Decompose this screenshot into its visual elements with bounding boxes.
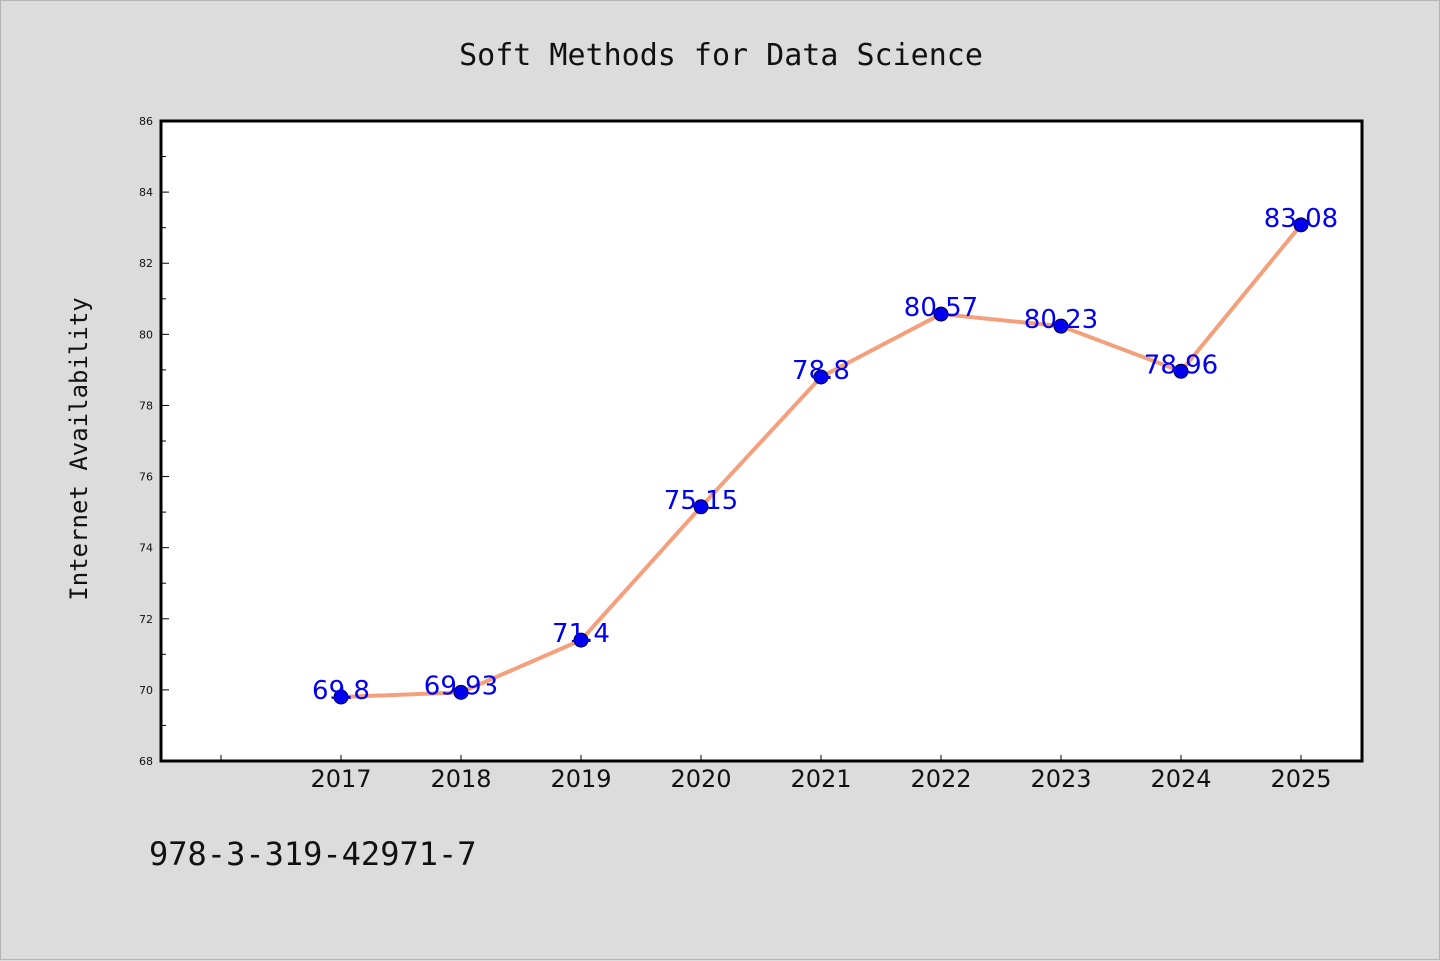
data-label: 75.15 <box>664 486 738 516</box>
data-point <box>1173 363 1189 379</box>
x-tick-label: 2017 <box>310 765 371 793</box>
y-tick-label: 84 <box>139 186 153 199</box>
data-label: 78.96 <box>1144 350 1218 380</box>
data-point <box>333 689 349 705</box>
data-point <box>573 632 589 648</box>
y-tick-label: 82 <box>139 257 153 270</box>
x-axis: 2017 2018 2019 2020 2021 2022 2023 2024 2025 <box>220 755 1332 793</box>
data-points <box>333 217 1309 705</box>
data-point <box>453 684 469 700</box>
data-label: 78.8 <box>792 356 850 386</box>
y-tick-label: 72 <box>139 613 153 626</box>
data-label: 80.57 <box>904 293 978 323</box>
isbn-footer: 978-3-319-42971-7 <box>149 835 477 873</box>
chart-title: Soft Methods for Data Science <box>459 38 983 73</box>
x-tick-label: 2020 <box>670 765 731 793</box>
data-point <box>1053 318 1069 334</box>
data-label: 69.93 <box>424 671 498 701</box>
x-tick-label: 2022 <box>910 765 971 793</box>
data-label: 69.8 <box>312 676 370 706</box>
y-tick-label: 68 <box>139 755 153 768</box>
x-tick-label: 2018 <box>430 765 491 793</box>
y-tick-label: 74 <box>139 542 153 555</box>
x-tick-label: 2025 <box>1270 765 1331 793</box>
data-label: 80.23 <box>1024 305 1098 335</box>
data-point <box>933 306 949 322</box>
y-tick-label: 78 <box>139 399 153 412</box>
x-tick-label: 2024 <box>1150 765 1211 793</box>
x-tick-label: 2021 <box>790 765 851 793</box>
x-tick-label: 2023 <box>1030 765 1091 793</box>
y-tick-label: 80 <box>139 328 153 341</box>
y-tick-label: 86 <box>139 115 153 128</box>
y-tick-label: 76 <box>139 471 153 484</box>
x-tick-label: 2019 <box>550 765 611 793</box>
data-point <box>813 369 829 385</box>
data-label: 83.08 <box>1264 204 1338 234</box>
y-axis-label: Internet Availability <box>65 297 93 600</box>
data-point <box>1293 217 1309 233</box>
y-axis: 68 70 72 74 76 78 80 82 84 86 <box>139 115 169 768</box>
data-label: 71.4 <box>552 619 610 649</box>
y-tick-label: 70 <box>139 684 153 697</box>
data-labels: 69.8 69.93 71.4 75.15 78.8 80.57 80.23 78.96 83.… <box>312 204 1338 706</box>
data-point <box>693 499 709 515</box>
